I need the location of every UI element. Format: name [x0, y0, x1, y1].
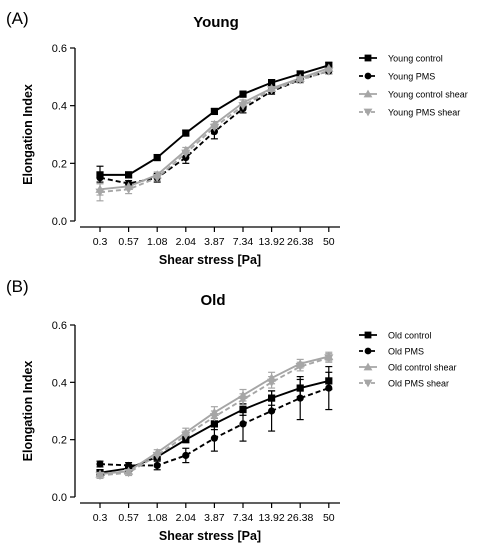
x-tick-label: 7.34 [233, 236, 254, 248]
data-point [124, 185, 134, 194]
data-point [210, 107, 218, 116]
y-tick-label: 0.4 [52, 377, 67, 389]
x-tick-label: 0.3 [93, 236, 108, 248]
legend-marker [363, 89, 373, 98]
data-point [267, 86, 277, 95]
legend-label: Old PMS shear [388, 379, 449, 389]
x-tick-label: 2.04 [176, 512, 197, 524]
legend-marker [363, 362, 373, 371]
x-tick-label: 2.04 [176, 236, 197, 248]
data-point [268, 394, 276, 402]
x-tick-label: 50 [323, 512, 335, 524]
y-tick-label: 0.4 [52, 101, 67, 113]
data-point [125, 461, 133, 470]
data-point [181, 431, 191, 440]
legend-label: Young PMS [388, 72, 435, 82]
data-point [296, 394, 304, 402]
legend-marker [364, 347, 372, 355]
x-tick-label: 3.87 [204, 236, 225, 248]
y-tick-label: 0.0 [52, 492, 67, 504]
legend-marker [364, 331, 372, 339]
legend-label: Old PMS [388, 347, 424, 357]
data-point [209, 123, 219, 132]
data-point [124, 469, 134, 478]
data-point [324, 354, 334, 363]
data-point [95, 471, 105, 481]
x-tick-label: 0.57 [118, 236, 139, 248]
x-tick-label: 3.87 [204, 512, 225, 524]
data-point [239, 420, 247, 428]
data-point [152, 451, 162, 461]
data-point [238, 395, 248, 405]
legend-label: Young PMS shear [388, 108, 460, 118]
data-point [182, 451, 190, 460]
data-point [325, 384, 333, 392]
panel-label: (B) [6, 277, 29, 296]
x-axis-label: Shear stress [Pa] [159, 253, 261, 267]
legend-label: Old control [388, 331, 432, 341]
chart-panel-1: (A) Young 0.0 0.2 0.4 0.6 0.3 0.57 1.08 2.04 3.87 7… [6, 9, 468, 267]
data-point [239, 405, 247, 414]
data-point [296, 384, 304, 392]
legend: Old control Old PMS Old control shear Old P… [359, 331, 457, 389]
data-point [209, 413, 219, 422]
legend-label: Old control shear [388, 363, 457, 373]
data-point [267, 378, 277, 387]
x-tick-label: 26.38 [287, 512, 313, 524]
legend-marker [363, 108, 373, 117]
data-point [152, 174, 162, 183]
y-tick-label: 0.2 [52, 435, 67, 447]
x-tick-label: 1.08 [147, 512, 168, 524]
y-tick-label: 0.6 [52, 320, 67, 332]
legend-marker [364, 54, 372, 62]
data-point [238, 102, 248, 111]
data-point [96, 174, 104, 182]
x-tick-label: 1.08 [147, 236, 168, 248]
chart-panel-2: (B) Old 0.0 0.2 0.4 0.6 0.3 0.57 1.08 2.04 3.87 7.3… [6, 277, 457, 543]
data-point [295, 362, 305, 372]
x-tick-label: 13.92 [258, 236, 284, 248]
legend-marker [364, 72, 372, 80]
legend-label: Young control shear [388, 90, 468, 100]
x-tick-label: 0.57 [118, 512, 139, 524]
legend-label: Young control [388, 54, 443, 64]
data-point [268, 79, 276, 87]
data-point [153, 153, 161, 162]
legend: Young control Young PMS Young control shea… [359, 54, 468, 118]
data-point [125, 171, 133, 179]
y-tick-label: 0.0 [52, 216, 67, 228]
data-point [210, 434, 218, 442]
panel-label: (A) [6, 9, 29, 28]
x-tick-label: 13.92 [258, 512, 284, 524]
data-point [210, 420, 218, 428]
x-tick-label: 26.38 [287, 236, 313, 248]
data-point [295, 76, 305, 85]
y-tick-label: 0.2 [52, 158, 67, 170]
data-point [153, 461, 161, 470]
data-point [325, 377, 333, 385]
data-point [268, 407, 276, 415]
data-point [181, 149, 191, 158]
y-axis-label: Elongation Index [21, 84, 35, 185]
x-tick-label: 50 [323, 236, 335, 248]
y-axis-label: Elongation Index [21, 361, 35, 462]
x-tick-label: 0.3 [93, 512, 108, 524]
data-point [95, 188, 105, 197]
legend-marker [363, 379, 373, 388]
chart-title: Young [193, 14, 239, 31]
data-point [182, 129, 190, 137]
x-axis-label: Shear stress [Pa] [159, 529, 261, 543]
data-point [96, 460, 104, 468]
data-point [239, 90, 247, 98]
data-point [324, 67, 334, 76]
y-tick-label: 0.6 [52, 43, 67, 55]
x-tick-label: 7.34 [233, 512, 254, 524]
series-line-4 [99, 70, 330, 194]
chart-title: Old [201, 292, 226, 309]
